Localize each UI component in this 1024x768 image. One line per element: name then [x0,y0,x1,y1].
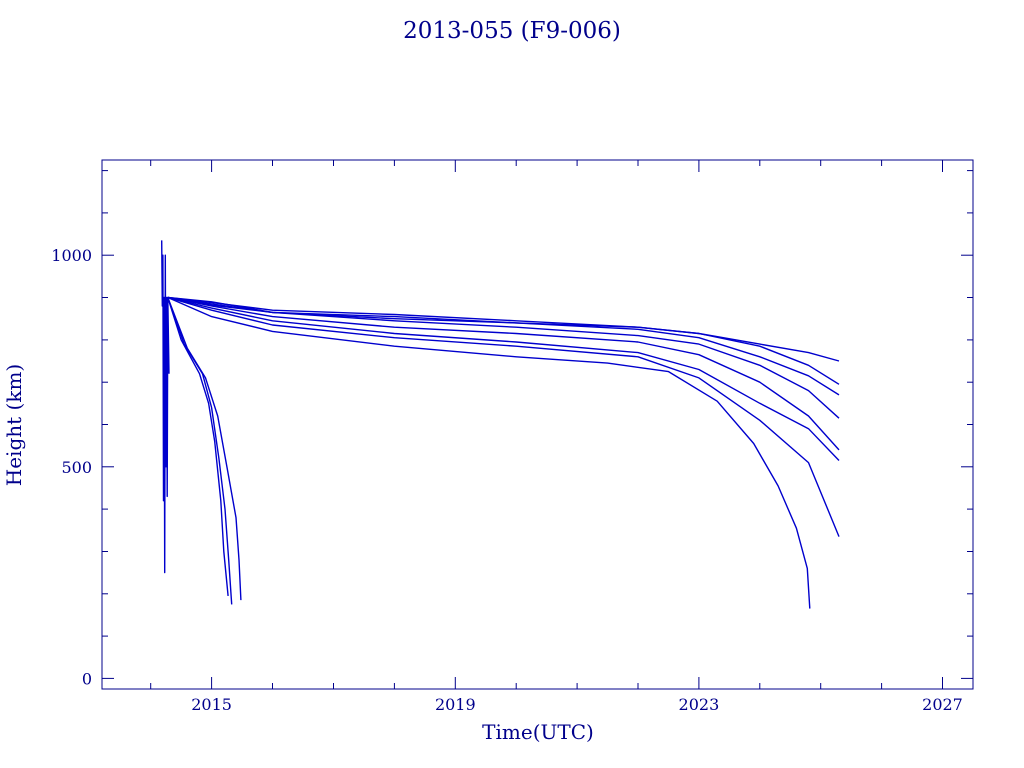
series-group [161,240,840,609]
tick-group: 2015 2019 2023 2027 0 500 1000 [51,160,973,714]
series-line-7 [167,296,840,451]
x-axis-label: Time(UTC) [482,720,594,744]
y-tick-label: 500 [61,458,92,477]
series-line-4 [167,296,811,609]
y-tick-label: 0 [82,669,92,688]
series-line-5 [167,296,840,537]
series-line-2 [167,297,233,605]
series-line-12 [161,240,170,574]
chart-title: 2013-055 (F9-006) [403,18,621,44]
x-tick-label: 2023 [679,695,720,714]
series-line-1 [167,297,229,596]
series-line-9 [167,296,840,396]
x-tick-label: 2027 [922,695,963,714]
x-tick-label: 2019 [435,695,476,714]
y-axis-label: Height (km) [2,364,26,486]
series-line-3 [167,297,242,601]
plot-frame [101,159,974,690]
series-line-6 [167,296,840,461]
series-line-11 [167,296,840,362]
y-tick-label: 1000 [51,246,92,265]
x-tick-label: 2015 [191,695,232,714]
